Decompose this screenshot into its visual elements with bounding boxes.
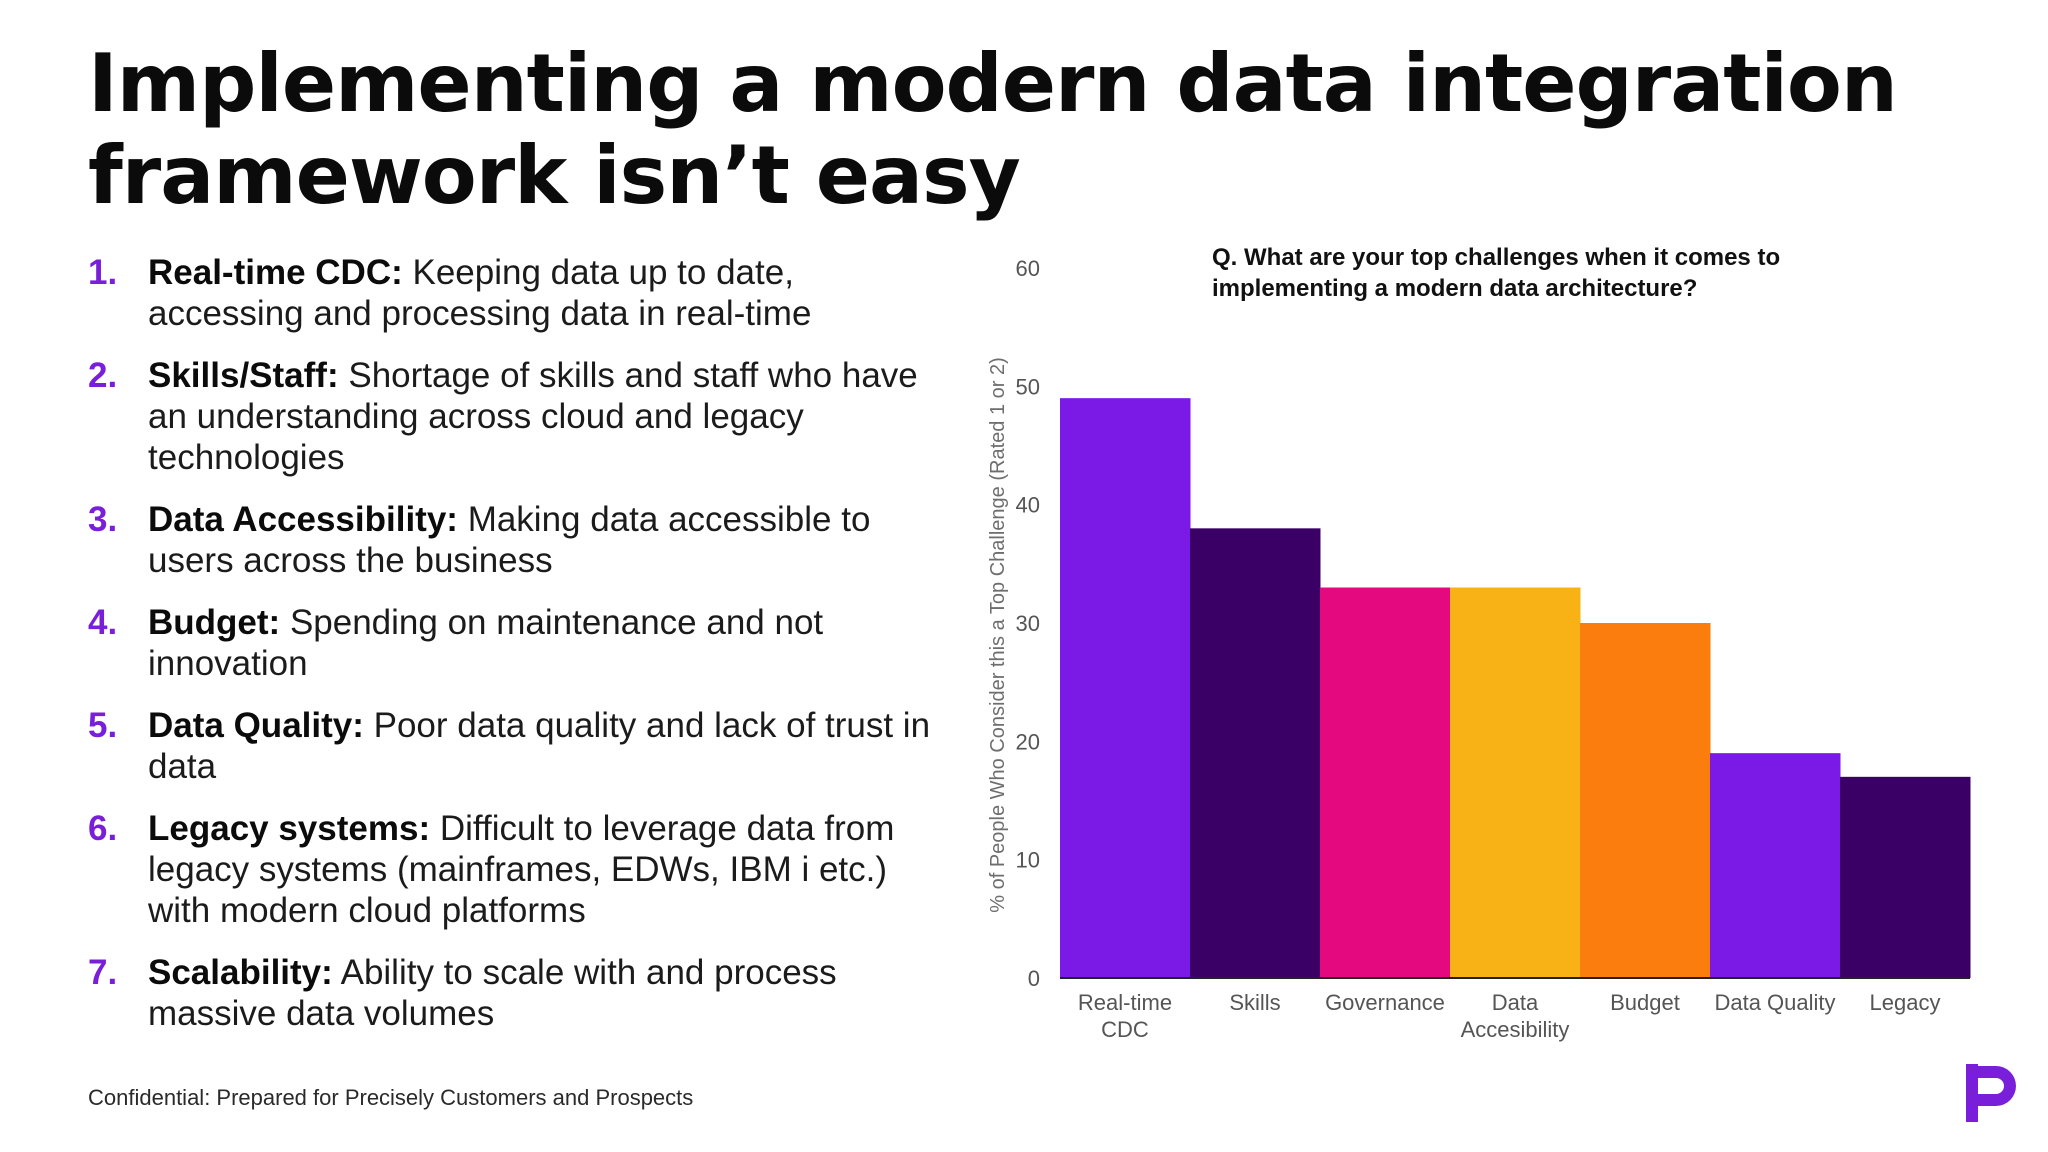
bar-chart: % of People Who Consider this a Top Chal… (987, 256, 1971, 1042)
list-item: 3. Data Accessibility: Making data access… (88, 499, 948, 581)
item-number: 1. (88, 253, 118, 292)
challenges-list: 1. Real-time CDC: Keeping data up to date… (88, 252, 948, 1055)
y-tick-label: 20 (1016, 729, 1040, 754)
item-term: Legacy systems: (148, 809, 431, 848)
list-item: 7. Scalability: Ability to scale with and… (88, 952, 948, 1034)
bar (1710, 753, 1841, 978)
bar (1190, 528, 1321, 978)
item-number: 5. (88, 706, 118, 745)
bars (1060, 398, 1971, 978)
x-tick-label: Data (1492, 990, 1539, 1015)
x-tick-label: Accesibility (1461, 1017, 1570, 1042)
item-description: Keeping data up to date, accessing and p… (148, 253, 812, 333)
bar (1060, 398, 1191, 978)
item-number: 6. (88, 809, 118, 848)
footer-confidential: Confidential: Prepared for Precisely Cus… (88, 1085, 694, 1110)
list-item: 6. Legacy systems: Difficult to leverage … (88, 808, 948, 931)
list-item: 1. Real-time CDC: Keeping data up to date… (88, 252, 948, 334)
x-tick-label: Data Quality (1714, 990, 1835, 1015)
y-axis-label: % of People Who Consider this a Top Chal… (987, 357, 1009, 913)
item-description: Spending on maintenance and not innovati… (148, 603, 824, 683)
item-term: Scalability: (148, 953, 333, 992)
item-term: Real-time CDC: (148, 253, 403, 292)
item-description: Poor data quality and lack of trust in d… (148, 706, 931, 786)
precisely-p-logo-icon (1966, 1064, 2016, 1122)
item-number: 3. (88, 500, 118, 539)
x-tick-label: Budget (1610, 990, 1680, 1015)
y-axis-label-group: % of People Who Consider this a Top Chal… (987, 357, 1009, 913)
x-tick-label: Legacy (1870, 990, 1941, 1015)
slide-title: Implementing a modern data integration f… (88, 37, 1898, 222)
y-tick-label: 0 (1028, 966, 1040, 991)
bar (1580, 623, 1711, 978)
y-tick-label: 60 (1016, 256, 1040, 281)
item-number: 7. (88, 953, 118, 992)
item-description: Making data accessible to users across t… (148, 500, 871, 580)
list-item: 5. Data Quality: Poor data quality and la… (88, 705, 948, 787)
item-term: Data Accessibility: (148, 500, 458, 539)
x-tick-label: CDC (1101, 1017, 1149, 1042)
item-term: Budget: (148, 603, 281, 642)
y-tick-label: 40 (1016, 493, 1040, 518)
y-tick-label: 50 (1016, 374, 1040, 399)
bar (1450, 587, 1581, 978)
x-tick-label: Skills (1229, 990, 1280, 1015)
y-tick-label: 10 (1016, 848, 1040, 873)
y-ticks: 0 10 20 30 40 50 60 (1016, 256, 1040, 991)
list-item: 4. Budget: Spending on maintenance and no… (88, 602, 948, 684)
x-tick-label: Governance (1325, 990, 1445, 1015)
list-item: 2. Skills/Staff: Shortage of skills and s… (88, 355, 948, 478)
bar (1320, 587, 1451, 978)
item-description: Shortage of skills and staff who have an… (148, 356, 918, 477)
bar (1840, 776, 1971, 978)
item-term: Data Quality: (148, 706, 364, 745)
item-term: Skills/Staff: (148, 356, 339, 395)
item-number: 2. (88, 356, 118, 395)
x-tick-label: Real-time (1078, 990, 1172, 1015)
item-number: 4. (88, 603, 118, 642)
item-description: Ability to scale with and process massiv… (148, 953, 837, 1033)
y-tick-label: 30 (1016, 611, 1040, 636)
chart-title: Q. What are your top challenges when it … (1212, 244, 1781, 302)
item-description: Difficult to leverage data from legacy s… (148, 809, 895, 930)
